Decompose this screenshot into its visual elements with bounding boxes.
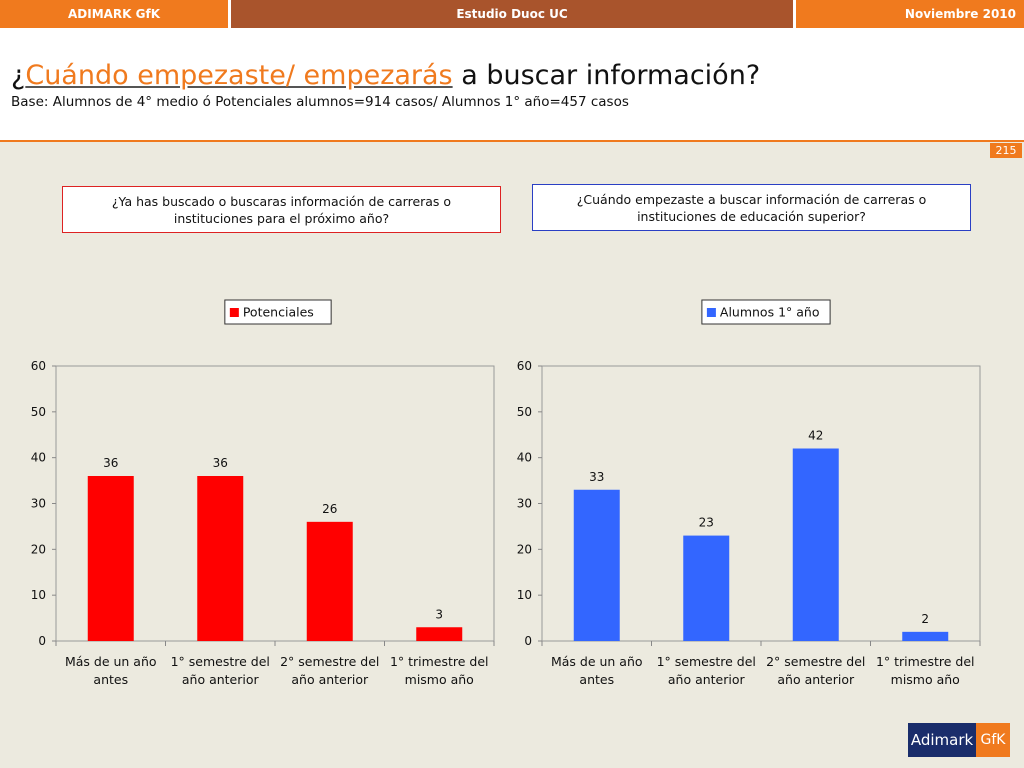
legend-swatch-0 [229, 308, 239, 317]
bar-value-label-1-0: 33 [589, 470, 604, 484]
x-tick-label-0-2-1: año anterior [291, 672, 369, 687]
x-tick-label-1-1-0: 1° semestre del [657, 654, 756, 669]
question-box-left: ¿Ya has buscado o buscaras información d… [62, 186, 501, 233]
bar-1-1 [683, 535, 730, 641]
x-tick-label-1-3-1: mismo año [891, 672, 960, 687]
y-tick-label-1-6: 60 [517, 359, 532, 373]
y-tick-label-0-5: 50 [31, 405, 46, 419]
bar-value-label-0-2: 26 [322, 502, 337, 516]
page-number-badge: 215 [990, 143, 1022, 158]
legend-swatch-1 [706, 308, 716, 317]
bar-0-3 [416, 627, 463, 641]
bar-1-2 [792, 448, 839, 641]
top-bar: ADIMARK GfK Estudio Duoc UC Noviembre 20… [0, 0, 1024, 28]
legend-box-0 [224, 299, 332, 325]
x-tick-label-0-0-1: antes [93, 672, 128, 687]
y-tick-label-0-6: 60 [31, 359, 46, 373]
y-tick-label-1-4: 40 [517, 451, 532, 465]
bar-value-label-1-1: 23 [699, 516, 714, 530]
x-tick-label-0-1-1: año anterior [182, 672, 260, 687]
bar-value-label-1-3: 2 [921, 612, 929, 626]
bar-0-0 [87, 476, 134, 641]
legend-label-0: Potenciales [243, 305, 314, 320]
bar-value-label-1-2: 42 [808, 429, 823, 443]
x-tick-label-0-2-0: 2° semestre del [280, 654, 379, 669]
y-tick-label-1-1: 10 [517, 588, 532, 602]
legend-box-1 [701, 299, 831, 325]
title-highlight: Cuándo empezaste/ empezarás [25, 60, 453, 91]
logo-gfk-text: GfK [976, 723, 1010, 757]
legend-label-1: Alumnos 1° año [720, 305, 820, 320]
y-tick-label-1-5: 50 [517, 405, 532, 419]
y-tick-label-0-1: 10 [31, 588, 46, 602]
bar-1-3 [902, 631, 949, 641]
bar-0-2 [306, 521, 353, 641]
adimark-logo: Adimark GfK [908, 723, 1010, 757]
y-tick-label-1-2: 20 [517, 542, 532, 556]
title-suffix: a buscar información? [452, 60, 761, 91]
question-box-right: ¿Cuándo empezaste a buscar información d… [532, 184, 971, 231]
x-tick-label-0-3-0: 1° trimestre del [390, 654, 489, 669]
bar-value-label-0-1: 36 [213, 456, 228, 470]
date-label: Noviembre 2010 [796, 0, 1024, 28]
x-tick-label-1-0-0: Más de un año [551, 654, 643, 669]
x-tick-label-1-2-0: 2° semestre del [766, 654, 865, 669]
page-title: ¿Cuándo empezaste/ empezarás a buscar in… [11, 60, 760, 91]
slide-header: ¿Cuándo empezaste/ empezarás a buscar in… [0, 28, 1024, 142]
x-tick-label-0-0-0: Más de un año [65, 654, 157, 669]
study-label: Estudio Duoc UC [231, 0, 793, 28]
x-tick-label-1-2-1: año anterior [777, 672, 855, 687]
bar-value-label-0-3: 3 [435, 607, 443, 621]
y-tick-label-1-0: 0 [524, 634, 532, 648]
x-tick-label-1-3-0: 1° trimestre del [876, 654, 975, 669]
logo-adimark-text: Adimark [908, 723, 976, 757]
x-tick-label-0-1-0: 1° semestre del [171, 654, 270, 669]
y-tick-label-0-3: 30 [31, 497, 46, 511]
y-tick-label-1-3: 30 [517, 497, 532, 511]
bar-1-0 [573, 489, 620, 641]
bar-0-1 [197, 476, 244, 641]
page-subtitle: Base: Alumnos de 4° medio ó Potenciales … [11, 94, 629, 110]
x-tick-label-1-1-1: año anterior [668, 672, 746, 687]
title-prefix: ¿ [11, 60, 26, 91]
y-tick-label-0-0: 0 [38, 634, 46, 648]
y-tick-label-0-4: 40 [31, 451, 46, 465]
x-tick-label-0-3-1: mismo año [405, 672, 474, 687]
company-label: ADIMARK GfK [0, 0, 228, 28]
x-tick-label-1-0-1: antes [579, 672, 614, 687]
y-tick-label-0-2: 20 [31, 542, 46, 556]
bar-value-label-0-0: 36 [103, 456, 118, 470]
